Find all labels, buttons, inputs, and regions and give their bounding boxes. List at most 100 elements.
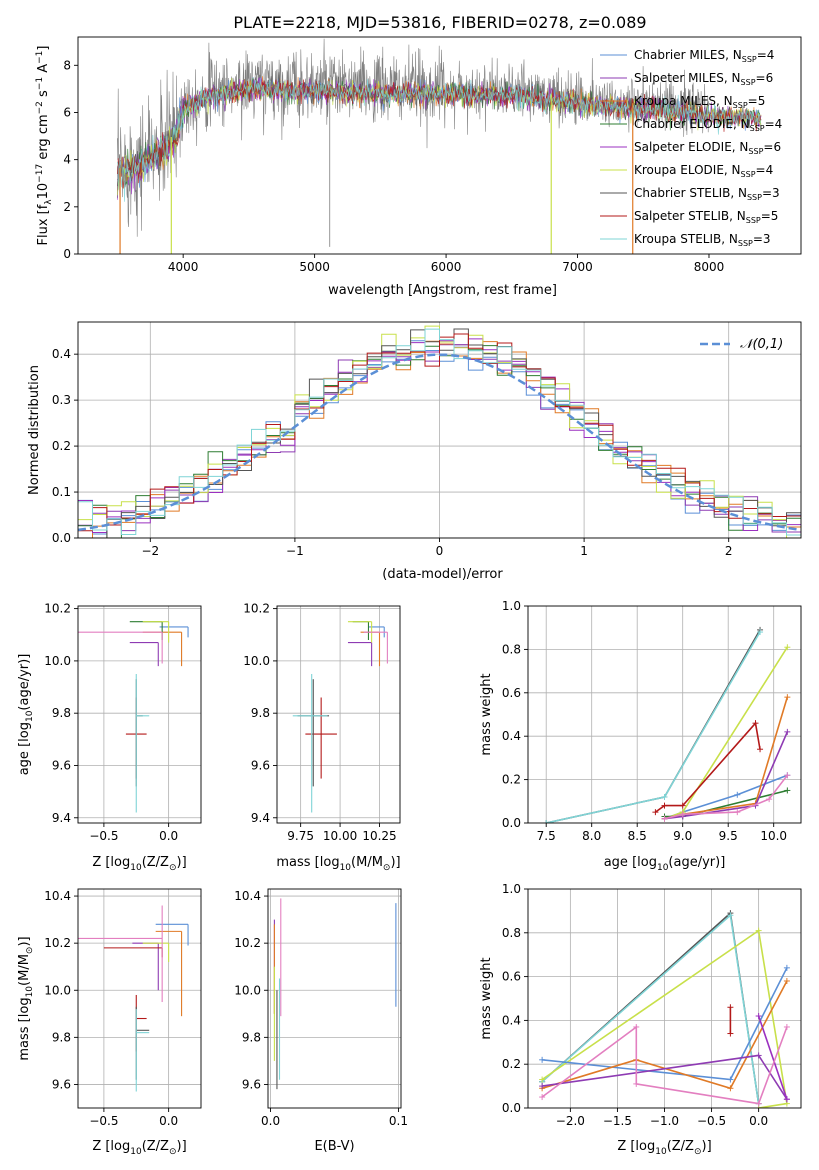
label-part: 10 xyxy=(655,1147,667,1157)
label-part: (Z/Z xyxy=(142,855,169,870)
legend-name: Chabrier STELIB, N xyxy=(634,186,747,200)
legend-entry: Kroupa MILES, NSSP=5 xyxy=(634,94,765,110)
label-part: (M/M xyxy=(17,954,32,986)
label-part: −1 xyxy=(35,77,45,90)
x-tick-label: −2.0 xyxy=(556,1114,585,1128)
y-tick-label: 0.4 xyxy=(502,729,521,743)
legend-suffix: =5 xyxy=(761,209,779,223)
y-tick-label: 0.4 xyxy=(502,1013,521,1027)
legend-suffix: =3 xyxy=(762,186,780,200)
x-tick-label: −2 xyxy=(141,544,159,558)
legend-entry: Salpeter ELODIE, NSSP=6 xyxy=(634,140,781,156)
model-spectrum-salpeter_elodie xyxy=(117,77,762,200)
y-tick-label: 9.6 xyxy=(251,758,270,772)
axes-frame xyxy=(77,36,802,255)
legend-sub: SSP xyxy=(746,216,761,225)
y-tick-label: 0.2 xyxy=(502,773,521,787)
axes-frame xyxy=(77,605,202,824)
y-tick-label: 0.0 xyxy=(502,1101,521,1115)
label-part: 10 xyxy=(340,863,352,873)
label-part: (age/yr)] xyxy=(668,855,725,870)
x-tick-label: 10.00 xyxy=(323,829,357,843)
legend-suffix: =5 xyxy=(748,94,766,108)
label-part: −2 xyxy=(35,101,45,114)
axes-frame xyxy=(527,605,802,824)
label-part: 10 xyxy=(25,710,35,722)
legend-name: Salpeter MILES, N xyxy=(634,71,741,85)
legend-sub: SSP xyxy=(750,124,765,133)
y-tick-label: 0.2 xyxy=(52,439,71,453)
y-tick-label: 9.8 xyxy=(52,1030,71,1044)
figure-title: PLATE=2218, MJD=53816, FIBERID=0278, z=0… xyxy=(233,13,646,32)
y-tick-label: 0.6 xyxy=(502,686,521,700)
axes-mass_vs_ebv: 0.0 0.1 9.6 9.8 10.0 10.2 10.4 xyxy=(234,888,408,1128)
legend-name: Kroupa MILES, N xyxy=(634,94,733,108)
plot-area-residuals xyxy=(78,322,801,538)
x-tick-label: 0.1 xyxy=(389,1114,408,1128)
histogram-salpeter_stelib xyxy=(78,333,801,532)
label-part: −1 xyxy=(35,51,45,64)
legend-sub: SSP xyxy=(748,147,763,156)
x-tick-label: 9.0 xyxy=(673,829,692,843)
y-tick-label: 10.0 xyxy=(44,654,71,668)
label-part: )] xyxy=(177,855,187,870)
label-part: ] xyxy=(36,46,51,51)
axes-mass_vs_z: −0.5 0.0 9.6 9.8 10.0 10.2 10.4 xyxy=(44,888,202,1128)
x-axis-label-weight_vs_age: age [log10(age/yr)] xyxy=(604,855,726,873)
label-part: 10 xyxy=(657,863,669,873)
x-tick-label: 0.0 xyxy=(159,829,178,843)
legend-entry: Salpeter MILES, NSSP=6 xyxy=(634,71,773,87)
y-tick-label: 9.6 xyxy=(52,758,71,772)
label-part: Z [log xyxy=(92,855,130,870)
y-tick-label: 9.8 xyxy=(242,1030,261,1044)
x-tick-label: 4000 xyxy=(168,260,199,274)
y-tick-label: 10.0 xyxy=(243,654,270,668)
label-part: (M/M xyxy=(351,855,383,870)
x-tick-label: −1.5 xyxy=(603,1114,632,1128)
label-part: mass [log xyxy=(276,855,339,870)
x-axis-label-age_vs_z: Z [log10(Z/Z⊙)] xyxy=(92,855,186,873)
y-axis-label-weight_vs_z: mass weight xyxy=(479,957,494,1039)
legend-suffix: =3 xyxy=(753,232,771,246)
legend-entry-gaussian: 𝒩(0,1) xyxy=(740,337,783,352)
label-part: mass [log xyxy=(17,997,32,1060)
x-tick-label: 8000 xyxy=(694,260,725,274)
y-tick-label: 0.1 xyxy=(52,485,71,499)
y-tick-label: 9.6 xyxy=(52,1077,71,1091)
legend-suffix: =4 xyxy=(757,48,775,62)
y-tick-label: 0.0 xyxy=(502,816,521,830)
x-tick-label: −0.5 xyxy=(89,1114,118,1128)
legend-suffix: =6 xyxy=(756,71,774,85)
label-part: λ xyxy=(44,199,54,205)
y-tick-label: 9.4 xyxy=(52,811,71,825)
y-tick-label: 6 xyxy=(63,105,71,119)
y-tick-label: 4 xyxy=(63,153,71,167)
label-part: (Z/Z xyxy=(142,1139,169,1154)
y-tick-label: 0.0 xyxy=(52,531,71,545)
x-tick-label: 0 xyxy=(436,544,444,558)
plot-area-age_vs_z xyxy=(78,606,201,823)
histogram-kroupa_stelib xyxy=(78,328,801,536)
weight-line-salpeter_miles xyxy=(664,731,789,820)
plot-area-age_vs_mass xyxy=(277,606,400,823)
y-tick-label: 1.0 xyxy=(502,599,521,613)
y-tick-label: 0.4 xyxy=(52,347,71,361)
weight-line-kroupa_elodie xyxy=(541,929,788,1108)
x-tick-label: −0.5 xyxy=(697,1114,726,1128)
y-tick-label: 0.8 xyxy=(502,926,521,940)
y-axis-label-residuals: Normed distribution xyxy=(27,365,42,495)
y-tick-label: 9.8 xyxy=(52,706,71,720)
x-tick-label: 8.0 xyxy=(582,829,601,843)
plot-area-weight_vs_z xyxy=(528,889,801,1108)
legend-sub: SSP xyxy=(733,101,748,110)
label-part: ⊙ xyxy=(169,863,177,873)
y-tick-label: 9.4 xyxy=(251,811,270,825)
x-tick-label: −1.0 xyxy=(650,1114,679,1128)
legend-entry: Chabrier ELODIE, NSSP=4 xyxy=(634,117,782,133)
y-tick-label: 10.0 xyxy=(234,983,261,997)
model-spectrum-kroupa_stelib xyxy=(117,77,762,202)
label-part: ⊙ xyxy=(25,947,35,955)
y-tick-label: 0 xyxy=(63,247,71,261)
axes-age_vs_z: −0.5 0.0 9.4 9.6 9.8 10.0 10.2 xyxy=(44,602,202,843)
